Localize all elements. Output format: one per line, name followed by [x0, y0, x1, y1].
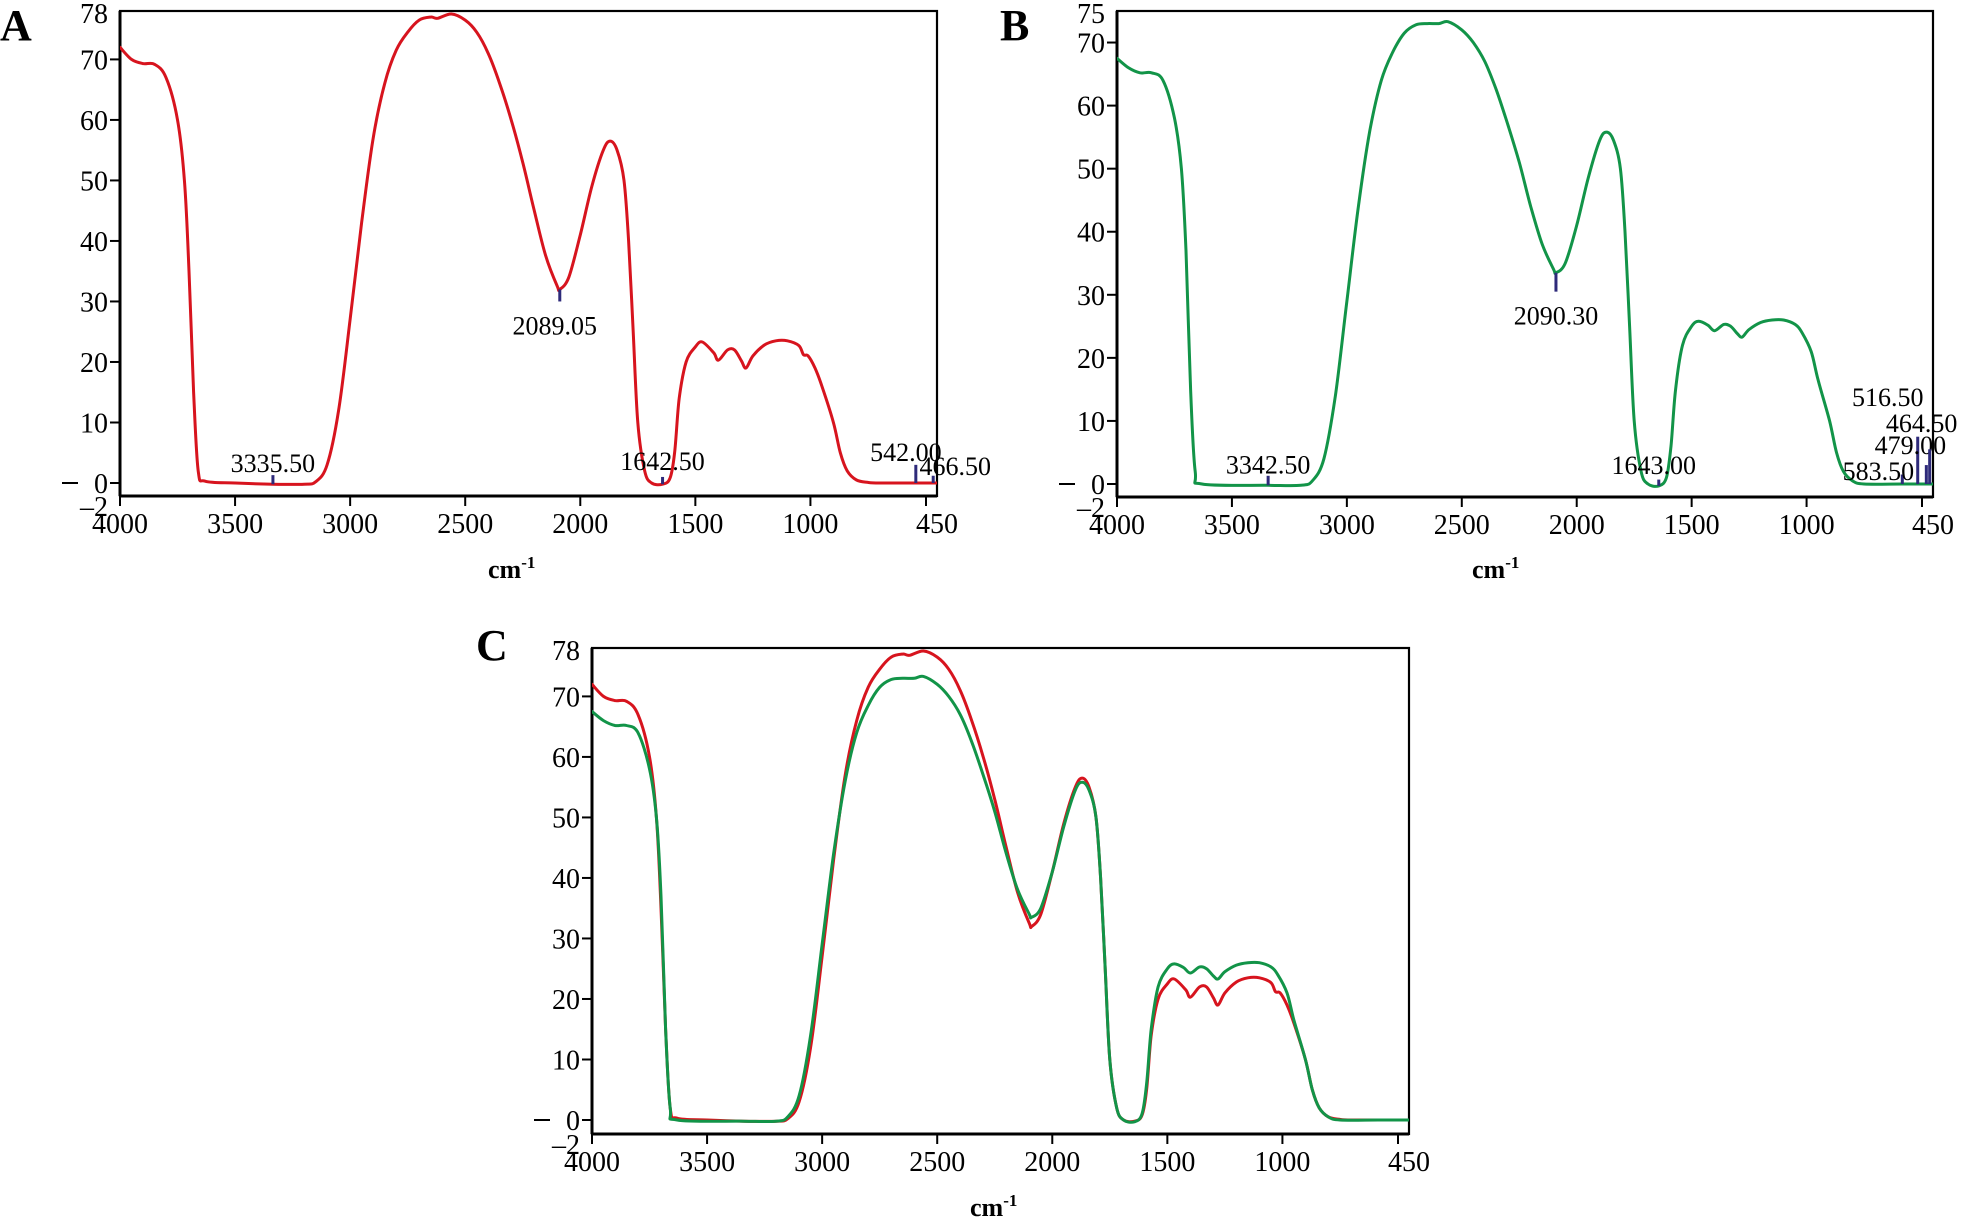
- x-tick-label: 1500: [667, 509, 723, 540]
- y-tick-label: 60: [1077, 92, 1105, 123]
- x-tick-label: 3000: [794, 1147, 850, 1178]
- plot-frame: [118, 9, 939, 498]
- peak-label: 479.00: [1875, 431, 1947, 460]
- y-tick-label: 78: [552, 636, 580, 667]
- peak-label: 3335.50: [231, 449, 316, 478]
- y-tick-label: 10: [1077, 407, 1105, 438]
- peak-label: 466.50: [919, 452, 991, 481]
- y-tick-label: 30: [80, 287, 108, 318]
- y-tick-label: 50: [552, 803, 580, 834]
- y-tick-label: 70: [552, 682, 580, 713]
- y-tick-label: 50: [80, 166, 108, 197]
- x-axis-label: cm-1: [970, 1191, 1017, 1218]
- x-tick-label: 1500: [1139, 1147, 1195, 1178]
- y-tick-label: 30: [1077, 281, 1105, 312]
- y-tick-label: 78: [80, 0, 108, 30]
- x-tick-label: 2000: [552, 509, 608, 540]
- plot-frame: [590, 646, 1411, 1136]
- x-tick-label: 2000: [1549, 510, 1605, 541]
- peak-label: 3342.50: [1226, 450, 1311, 479]
- y-tick-label: 0: [566, 1106, 580, 1137]
- x-tick-label: 1000: [782, 509, 838, 540]
- y-tick-label: 60: [80, 106, 108, 137]
- y-tick-label: 40: [80, 227, 108, 258]
- x-tick-label: 2000: [1024, 1147, 1080, 1178]
- y-tick-label: 60: [552, 743, 580, 774]
- x-tick-label: 3500: [207, 509, 263, 540]
- x-tick-label: 4000: [564, 1147, 620, 1178]
- x-axis-label-exponent: -1: [1003, 1191, 1017, 1210]
- y-tick-label: –2: [79, 492, 108, 523]
- plot-frame: [1115, 9, 1935, 499]
- y-tick-label: 10: [80, 408, 108, 439]
- y-tick-label: –2: [551, 1130, 580, 1161]
- peak-label: 583.50: [1843, 457, 1915, 486]
- peak-label: 2090.30: [1514, 302, 1599, 331]
- series-line-b: [1117, 19, 1933, 488]
- y-tick-label: 10: [552, 1045, 580, 1076]
- y-tick-label: 20: [1077, 344, 1105, 375]
- x-axis-label-unit: cm: [970, 1193, 1004, 1218]
- y-tick-label: 70: [1077, 29, 1105, 60]
- peak-label: 2089.05: [513, 311, 598, 340]
- x-tick-label: 450: [1912, 510, 1954, 541]
- x-tick-label: 1000: [1254, 1147, 1310, 1178]
- y-tick-label: 30: [552, 924, 580, 955]
- x-tick-label: 450: [916, 509, 958, 540]
- x-tick-label: 2500: [909, 1147, 965, 1178]
- y-tick-label: 0: [94, 469, 108, 500]
- x-axis-label-exponent: -1: [1505, 553, 1519, 572]
- peak-label: 464.50: [1886, 409, 1958, 438]
- panel-letter: A: [0, 1, 32, 50]
- y-tick-label: 20: [552, 985, 580, 1016]
- x-tick-label: 450: [1388, 1147, 1430, 1178]
- x-axis-label: cm-1: [1472, 553, 1519, 584]
- x-tick-label: 2500: [437, 509, 493, 540]
- x-axis-label-exponent: -1: [521, 553, 535, 572]
- panel-letter: C: [476, 621, 508, 670]
- y-tick-label: –2: [1076, 493, 1105, 524]
- y-tick-label: 70: [80, 45, 108, 76]
- peak-label: 542.00: [870, 438, 942, 467]
- y-tick-label: 50: [1077, 155, 1105, 186]
- y-tick-label: 75: [1077, 0, 1105, 30]
- panel-letter: B: [1000, 1, 1029, 50]
- series-line-a: [592, 649, 1409, 1124]
- panel-a: A 4000 3500 3000 2500 2000 1500 1000 450 –20 10 20 3…: [0, 0, 991, 584]
- x-tick-label: 3500: [1204, 510, 1260, 541]
- series-line-a: [120, 12, 937, 487]
- peak-label: 516.50: [1852, 383, 1924, 412]
- x-tick-label: 4000: [92, 509, 148, 540]
- x-tick-label: 4000: [1089, 510, 1145, 541]
- x-tick-label: 3500: [679, 1147, 735, 1178]
- series-line-b: [592, 674, 1409, 1124]
- y-tick-label: 40: [552, 864, 580, 895]
- y-tick-label: 20: [80, 348, 108, 379]
- x-tick-label: 2500: [1434, 510, 1490, 541]
- peak-label: 1643.00: [1612, 451, 1697, 480]
- x-axis-label-unit: cm: [1472, 555, 1506, 584]
- x-tick-label: 3000: [1319, 510, 1375, 541]
- panel-b: B 4000 3500 3000 2500 2000 1500 1000 450 –20 10 20 3…: [1000, 0, 1957, 584]
- panel-c: C 4000 3500 3000 2500 2000 1500 1000 450 –20 10 20 3…: [476, 621, 1430, 1218]
- y-tick-label: 40: [1077, 218, 1105, 249]
- x-axis-label: cm-1: [488, 553, 535, 584]
- x-axis-label-unit: cm: [488, 555, 522, 584]
- peak-label: 1642.50: [620, 447, 705, 476]
- x-tick-label: 1500: [1664, 510, 1720, 541]
- x-tick-label: 3000: [322, 509, 378, 540]
- x-tick-label: 1000: [1779, 510, 1835, 541]
- y-tick-label: 0: [1091, 470, 1105, 501]
